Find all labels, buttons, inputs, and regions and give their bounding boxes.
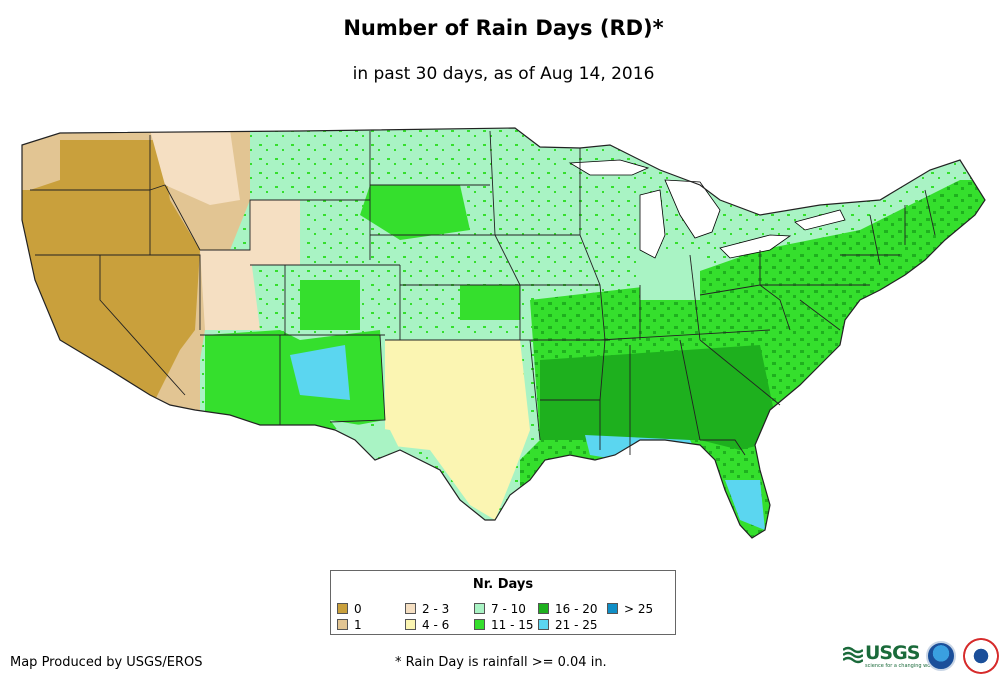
usgs-tagline: science for a changing world [865,663,937,669]
legend-swatch [337,603,348,614]
legend-swatch [474,603,485,614]
legend-label: 0 [354,602,362,616]
legend-item-1: 1 [337,619,362,631]
legend-item-7: 21 - 25 [538,619,598,631]
legend-swatch [405,603,416,614]
legend-label: > 25 [624,602,654,616]
nws-logo-icon [963,638,999,674]
legend-swatch [538,619,549,630]
noaa-logo-icon [926,641,956,671]
rain-days-fill [22,128,985,538]
usgs-logo: USGS science for a changing world [843,641,937,669]
legend: Nr. Days 0 1 2 - 3 4 - 6 7 - 10 11 - 15 … [330,570,676,635]
legend-label: 7 - 10 [491,602,526,616]
legend-item-2: 2 - 3 [405,603,449,615]
legend-item-5: 11 - 15 [474,619,534,631]
legend-title: Nr. Days [472,577,534,592]
legend-swatch [474,619,485,630]
legend-item-4: 7 - 10 [474,603,526,615]
legend-label: 11 - 15 [491,618,534,632]
usgs-logo-text: USGS [865,642,920,664]
legend-label: 1 [354,618,362,632]
credit-text: Map Produced by USGS/EROS [10,655,203,670]
legend-label: 2 - 3 [422,602,450,616]
usgs-waves-icon [843,646,863,664]
legend-swatch [538,603,549,614]
map-title: Number of Rain Days (RD)* [343,16,664,40]
great-lakes [568,159,846,259]
footnote-text: * Rain Day is rainfall >= 0.04 in. [395,655,607,670]
legend-label: 4 - 6 [422,618,450,632]
legend-swatch [405,619,416,630]
legend-label: 16 - 20 [555,602,598,616]
legend-item-8: > 25 [607,603,653,615]
legend-item-6: 16 - 20 [538,603,598,615]
legend-item-0: 0 [337,603,362,615]
state-boundaries [21,127,986,539]
map-subtitle: in past 30 days, as of Aug 14, 2016 [352,64,655,84]
legend-item-3: 4 - 6 [405,619,449,631]
legend-label: 21 - 25 [555,618,598,632]
legend-swatch [607,603,618,614]
legend-swatch [337,619,348,630]
